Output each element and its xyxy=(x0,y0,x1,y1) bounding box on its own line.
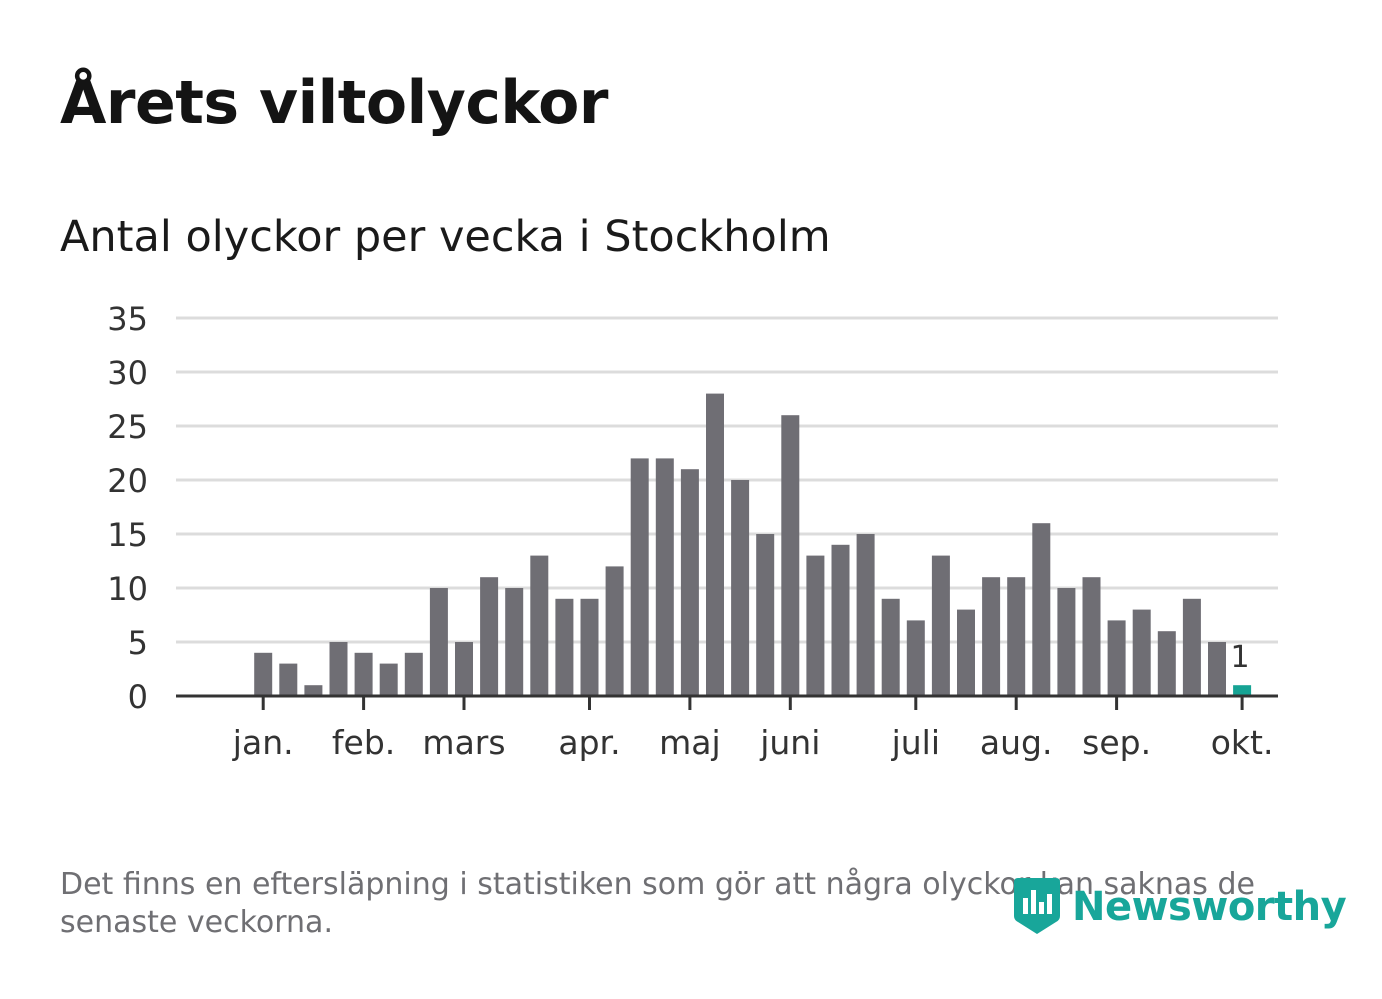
bar xyxy=(756,534,775,696)
bar xyxy=(1182,598,1201,696)
bar xyxy=(580,598,599,696)
bar xyxy=(630,458,649,696)
x-tick-label: apr. xyxy=(558,723,620,762)
bar xyxy=(906,620,925,696)
gridlines xyxy=(176,316,1278,644)
bar xyxy=(404,652,423,696)
annotations: 1 xyxy=(1231,640,1250,675)
bar xyxy=(881,598,900,696)
bar xyxy=(1057,588,1076,696)
bar xyxy=(706,393,724,696)
bar-latest-week xyxy=(1233,685,1252,696)
chart-title: Årets viltolyckor xyxy=(60,68,609,138)
y-tick-label: 35 xyxy=(107,300,148,338)
bar xyxy=(254,652,273,696)
y-tick-label: 15 xyxy=(107,516,148,554)
bars xyxy=(254,393,1252,696)
bar xyxy=(655,458,674,696)
bar xyxy=(831,544,850,696)
y-tick-label: 20 xyxy=(107,462,148,500)
y-axis-labels: 0 5 10 15 20 25 30 35 xyxy=(107,300,148,716)
bar xyxy=(731,480,750,696)
bar xyxy=(982,577,1001,696)
bar xyxy=(555,598,574,696)
bar xyxy=(505,588,524,696)
x-tick-label: okt. xyxy=(1211,723,1274,762)
x-axis: jan. feb. mars apr. maj juni juli aug. sep. okt. xyxy=(176,694,1278,762)
bar xyxy=(329,642,348,696)
y-tick-label: 25 xyxy=(107,408,148,446)
x-tick-label: maj xyxy=(659,723,721,762)
bar xyxy=(354,652,373,696)
x-tick-label: feb. xyxy=(332,723,395,762)
bar xyxy=(957,609,975,696)
latest-value-label: 1 xyxy=(1231,640,1250,675)
bar xyxy=(379,663,398,696)
bar xyxy=(781,415,800,696)
bar xyxy=(1157,631,1176,696)
x-tick-label: aug. xyxy=(980,723,1053,762)
bar xyxy=(455,642,473,696)
x-tick-label: mars xyxy=(422,723,505,762)
bar xyxy=(605,566,624,696)
bar xyxy=(1007,577,1026,696)
y-tick-label: 0 xyxy=(128,678,148,716)
bar xyxy=(304,685,323,696)
bar xyxy=(806,555,825,696)
x-tick-label: juni xyxy=(759,723,820,762)
x-tick-label: juli xyxy=(891,723,940,762)
bar xyxy=(1107,620,1126,696)
chart-subtitle: Antal olyckor per vecka i Stockholm xyxy=(60,212,831,262)
x-tick-label: jan. xyxy=(232,723,294,762)
newsworthy-logo[interactable]: Newsworthy xyxy=(1010,876,1347,938)
brand-name: Newsworthy xyxy=(1072,884,1347,930)
bar xyxy=(480,577,499,696)
bar xyxy=(1208,642,1226,696)
bar xyxy=(931,555,950,696)
bar xyxy=(279,663,298,696)
bar xyxy=(429,588,448,696)
x-tick-label: sep. xyxy=(1082,723,1151,762)
y-tick-label: 5 xyxy=(128,624,148,662)
newsworthy-logo-icon xyxy=(1014,878,1060,934)
bar xyxy=(856,534,875,696)
bar xyxy=(530,555,549,696)
bar xyxy=(1032,523,1051,696)
bar xyxy=(1082,577,1101,696)
bar-chart: 0 5 10 15 20 25 30 35 jan. feb. mars apr. maj juni ju… xyxy=(107,300,1278,762)
bar xyxy=(680,469,699,696)
y-tick-label: 30 xyxy=(107,354,148,392)
y-tick-label: 10 xyxy=(107,570,148,608)
bar xyxy=(1132,609,1151,696)
